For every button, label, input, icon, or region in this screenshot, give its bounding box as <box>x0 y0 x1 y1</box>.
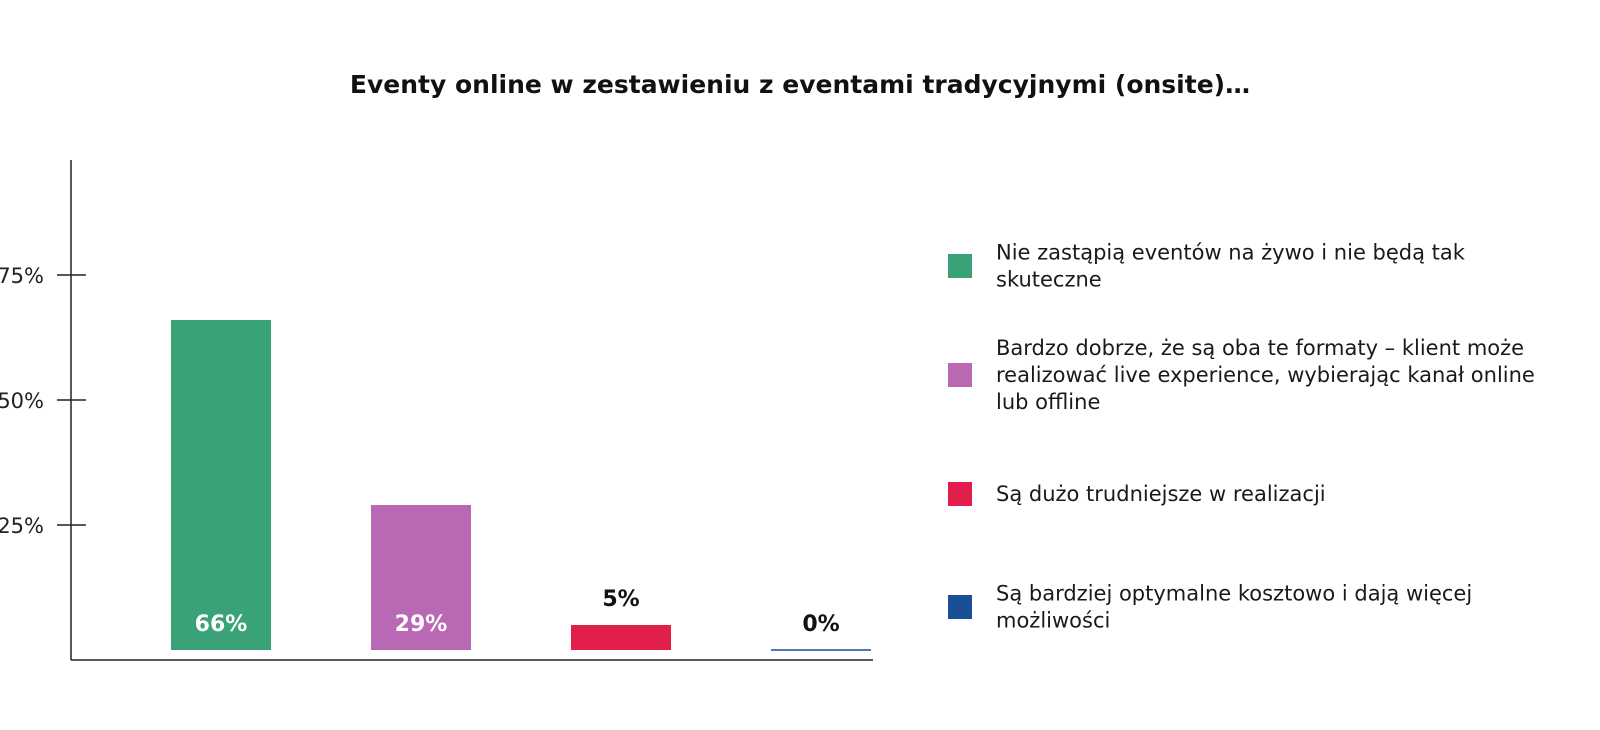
legend-label: realizować live experience, wybierając k… <box>996 363 1535 387</box>
y-tick-label: 75% <box>0 264 44 288</box>
legend-item: Nie zastąpią eventów na żywo i nie będą … <box>948 241 1466 292</box>
legend-item: Bardzo dobrze, że są oba te formaty – kl… <box>948 336 1535 414</box>
data-label: 29% <box>395 612 448 637</box>
legend-swatch <box>948 482 972 506</box>
legend-item: Są dużo trudniejsze w realizacji <box>948 482 1326 506</box>
legend-label: lub offline <box>996 390 1100 414</box>
data-label: 66% <box>195 612 248 637</box>
data-label: 5% <box>602 587 639 612</box>
y-tick-label: 25% <box>0 514 44 538</box>
bar <box>571 625 671 650</box>
data-label: 0% <box>802 612 839 637</box>
legend-label: możliwości <box>996 609 1110 633</box>
bars <box>171 320 871 651</box>
legend-label: skuteczne <box>996 268 1102 292</box>
legend-swatch <box>948 595 972 619</box>
chart-title: Eventy online w zestawieniu z eventami t… <box>350 70 1250 99</box>
legend: Nie zastąpią eventów na żywo i nie będą … <box>948 241 1535 633</box>
legend-swatch <box>948 254 972 278</box>
legend-label: Są dużo trudniejsze w realizacji <box>996 482 1326 506</box>
bar <box>371 505 471 650</box>
legend-swatch <box>948 363 972 387</box>
y-ticks: 25% 50% 75% <box>0 264 86 538</box>
data-labels: 66% 29% 5% 0% <box>195 587 840 637</box>
y-tick-label: 50% <box>0 389 44 413</box>
legend-label: Nie zastąpią eventów na żywo i nie będą … <box>996 241 1466 265</box>
legend-label: Bardzo dobrze, że są oba te formaty – kl… <box>996 336 1524 360</box>
bar <box>171 320 271 650</box>
legend-label: Są bardziej optymalne kosztowo i dają wi… <box>996 582 1472 606</box>
legend-item: Są bardziej optymalne kosztowo i dają wi… <box>948 582 1472 633</box>
